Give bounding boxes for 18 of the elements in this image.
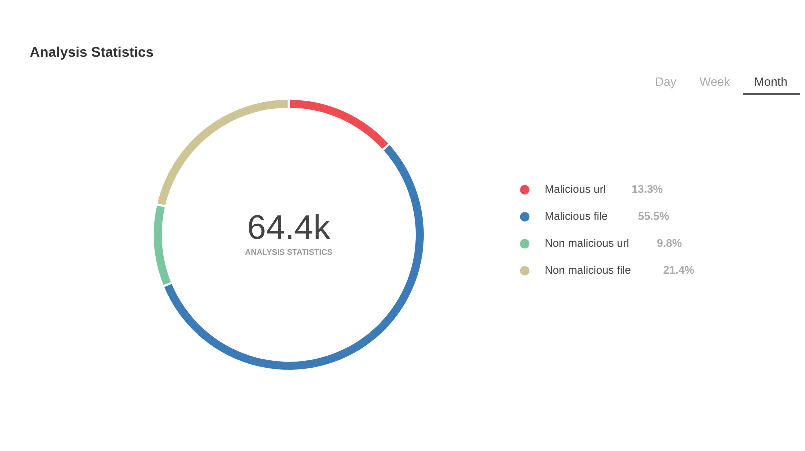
legend-label: Malicious file bbox=[545, 211, 608, 223]
text: Month bbox=[754, 75, 788, 89]
data-label: 9.8% bbox=[657, 238, 682, 250]
text: Week bbox=[700, 75, 732, 89]
donut-slice bbox=[290, 100, 388, 149]
donut-slice bbox=[154, 206, 172, 286]
legend-label: Malicious url bbox=[545, 184, 606, 196]
donut-slice bbox=[164, 145, 424, 370]
legend-label: Non malicious file bbox=[545, 265, 632, 277]
data-label: 13.3% bbox=[632, 184, 664, 196]
donut-slice bbox=[158, 100, 288, 206]
legend-label: Non malicious url bbox=[545, 238, 630, 250]
text: ANALYSIS STATISTICS bbox=[245, 248, 334, 257]
text: 64.4k bbox=[247, 209, 332, 247]
data-label: 55.5% bbox=[638, 211, 670, 223]
data-label: 21.4% bbox=[663, 265, 695, 277]
text: Day bbox=[655, 75, 677, 89]
chart-title: Analysis Statistics bbox=[30, 44, 154, 60]
